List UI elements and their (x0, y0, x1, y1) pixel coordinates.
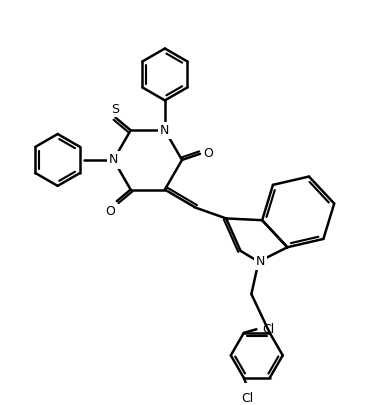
Text: Cl: Cl (262, 323, 274, 336)
Text: O: O (204, 147, 214, 160)
Text: N: N (109, 153, 118, 166)
Text: Cl: Cl (241, 392, 254, 405)
Text: N: N (160, 124, 170, 137)
Text: S: S (112, 103, 120, 116)
Text: O: O (105, 205, 115, 218)
Text: N: N (256, 255, 265, 268)
